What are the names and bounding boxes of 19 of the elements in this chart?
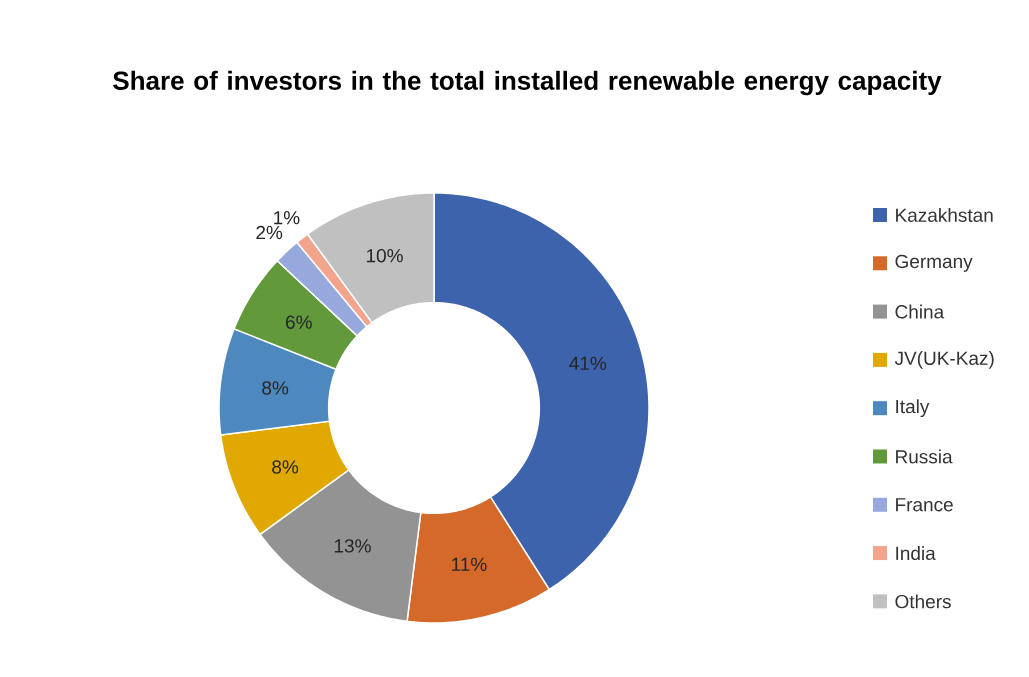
data-label: 11% — [452, 557, 487, 571]
legend-label: Italy — [896, 399, 930, 418]
legend-label: Others — [895, 594, 951, 609]
data-label: 10% — [366, 248, 403, 263]
legend-label: China — [895, 304, 945, 319]
data-label: 8% — [262, 381, 289, 395]
data-label: 13% — [334, 539, 371, 553]
data-label: 6% — [286, 315, 312, 329]
legend-label: Russia — [896, 449, 953, 464]
legend-label: Germany — [895, 254, 973, 272]
data-label: 8% — [272, 460, 299, 474]
chart-title: Share of investors in the total installed renewable energy capacity — [113, 70, 942, 96]
data-label: 2% — [256, 225, 283, 240]
legend-label: India — [896, 546, 936, 561]
legend-label: JV(UK-Kaz) — [894, 351, 994, 369]
data-label: 41% — [569, 356, 607, 370]
data-label: 1% — [274, 211, 300, 225]
legend-label: Kazakhstan — [896, 208, 993, 222]
legend-label: France — [896, 498, 953, 512]
